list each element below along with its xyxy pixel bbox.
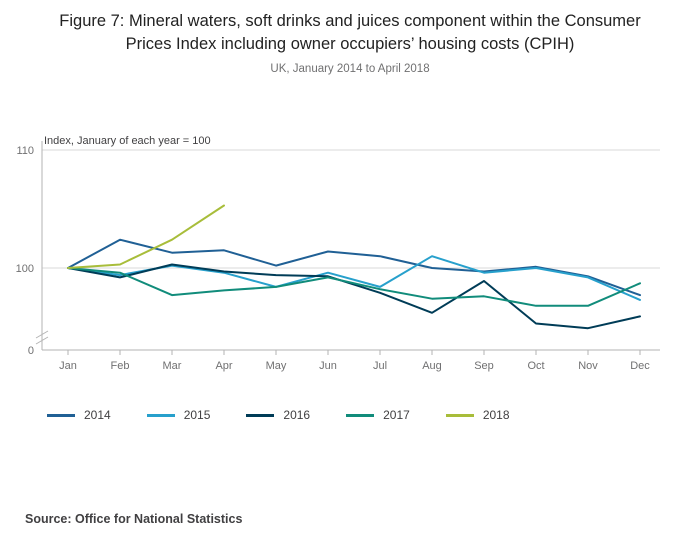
y-tick-label: 0 bbox=[28, 345, 34, 357]
legend-item-2017[interactable]: 2017 bbox=[346, 408, 410, 422]
legend-item-2015[interactable]: 2015 bbox=[146, 408, 211, 422]
legend-label: 2018 bbox=[482, 408, 510, 422]
x-tick-label: Dec bbox=[630, 360, 650, 372]
series-line-2014 bbox=[67, 238, 641, 297]
legend-label: 2016 bbox=[283, 408, 311, 422]
legend-item-2018[interactable]: 2018 bbox=[445, 408, 510, 422]
series-line-2016 bbox=[67, 263, 641, 330]
legend-swatch-2018 bbox=[445, 413, 474, 417]
x-tick-label: Feb bbox=[111, 360, 130, 372]
legend-label: 2017 bbox=[383, 408, 410, 422]
x-tick-label: Oct bbox=[527, 360, 544, 372]
x-tick-label: Jul bbox=[373, 360, 387, 372]
chart-legend: 2014 2015 2016 2017 2018 bbox=[47, 408, 510, 422]
legend-item-2016[interactable]: 2016 bbox=[246, 408, 310, 422]
x-tick-label: Jan bbox=[59, 360, 77, 372]
x-tick-label: Apr bbox=[215, 360, 232, 372]
x-tick-label: Sep bbox=[474, 360, 494, 372]
y-tick-label: 100 bbox=[16, 263, 34, 275]
legend-item-2014[interactable]: 2014 bbox=[47, 408, 111, 422]
axis-note: Index, January of each year = 100 bbox=[44, 135, 211, 147]
x-tick-label: Nov bbox=[578, 360, 598, 372]
legend-swatch-2015 bbox=[146, 413, 175, 417]
legend-swatch-2016 bbox=[246, 413, 275, 417]
chart-subtitle: UK, January 2014 to April 2018 bbox=[270, 63, 430, 76]
legend-label: 2014 bbox=[84, 408, 111, 422]
legend-swatch-2017 bbox=[346, 413, 375, 417]
axis-break-mark bbox=[35, 330, 49, 339]
x-tick-label: Mar bbox=[163, 360, 182, 372]
series-line-2018 bbox=[67, 204, 225, 269]
x-tick-label: Jun bbox=[319, 360, 337, 372]
line-chart: 110 100 0 Jan Feb Mar Apr May Jun Jul Aug Sep Oct Nov… bbox=[16, 135, 660, 372]
y-tick-label: 110 bbox=[16, 145, 34, 157]
source-note: Source: Office for National Statistics bbox=[25, 512, 243, 526]
series-line-2015 bbox=[67, 255, 641, 301]
x-tick-label: May bbox=[266, 360, 287, 372]
chart-area: 110 100 0 Jan Feb Mar Apr May Jun Jul Aug Sep Oct Nov… bbox=[0, 128, 700, 383]
legend-label: 2015 bbox=[183, 408, 211, 422]
series-line-2017 bbox=[67, 267, 641, 307]
legend-swatch-2014 bbox=[47, 413, 75, 417]
page-title: Figure 7: Mineral waters, soft drinks an… bbox=[59, 12, 641, 54]
axis-break-mark bbox=[35, 336, 49, 345]
x-tick-label: Aug bbox=[422, 360, 442, 372]
